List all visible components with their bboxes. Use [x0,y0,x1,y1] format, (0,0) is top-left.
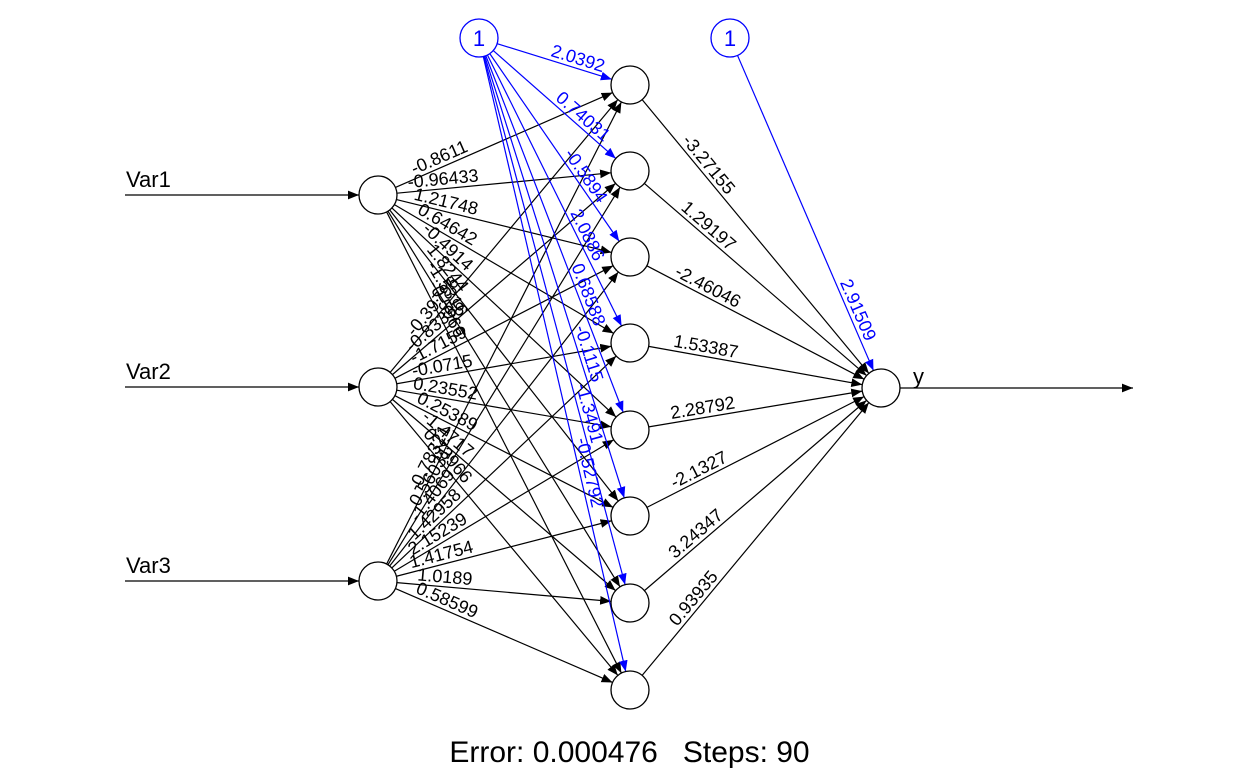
weight-bias-hidden6: -0.1115 [571,323,608,385]
weight-input3-hidden7: 1.0189 [417,564,474,589]
edge-bias-hidden4 [486,54,623,327]
edge-input1-hidden7 [387,210,621,588]
edge-hidden8-output [641,402,870,676]
hidden-node-5 [610,410,650,450]
weight-bias-hidden1: 2.0392 [549,41,608,76]
bias-node-output [710,18,750,58]
weight-hidden3-output: -2.46046 [672,261,744,312]
edge-input2-hidden7 [392,398,616,592]
edge-input2-hidden2 [392,182,616,376]
bias-node-output-label: 1 [724,26,736,51]
edge-input2-hidden3 [394,265,614,379]
edge-input1-hidden3 [396,198,612,255]
edge-bias-hidden3 [489,53,620,242]
edge-bias-hidden2 [492,50,617,159]
labels-layer: Var1Var2Var3-0.8611-0.964331.217480.6464… [126,26,924,630]
edge-bias-hidden5 [485,55,624,413]
input-label-1: Var1 [126,167,171,192]
edge-input1-hidden1 [395,92,613,188]
edge-input1-hidden8 [386,211,622,674]
weight-hidden1-output: -3.27155 [678,131,739,198]
edge-input2-hidden1 [389,99,619,373]
edge-input1-hidden6 [389,209,619,502]
output-label: y [913,364,924,389]
hidden-node-7 [610,583,650,623]
edge-input3-hidden8 [395,587,613,684]
edge-input1-hidden4 [394,204,614,334]
edge-input3-hidden6 [396,519,612,577]
edge-input1-hidden2 [396,169,612,194]
edge-hidden6-output [646,396,865,508]
input-label-2: Var2 [126,359,171,384]
edge-input3-hidden2 [387,186,621,566]
edge-input2-hidden8 [389,401,619,676]
edge-input3-hidden1 [386,101,622,565]
edge-hidden5-output [648,388,863,428]
edge-hidden2-output [643,182,868,377]
weight-bias-hidden3: -0.5894 [560,145,611,207]
steps-label: Steps: 90 [682,736,810,769]
output-node [861,368,901,408]
edge-input1-hidden5 [391,207,617,418]
nodes-layer [358,18,901,710]
weight-hidden8-output: 0.93935 [665,567,722,630]
edge-input3-hidden4 [391,355,617,569]
edge-hidden7-output [644,399,867,592]
edge-input3-hidden7 [396,582,612,605]
hidden-node-8 [610,670,650,710]
edge-input2-hidden4 [396,343,612,385]
training-summary: Error: 0.000476 Steps: 90 [0,736,1259,776]
edges-layer [125,43,1133,684]
hidden-node-6 [610,496,650,536]
edge-input2-hidden6 [394,395,614,508]
hidden-node-2 [610,151,650,191]
weight-bias-output: 2.91509 [836,276,880,344]
edge-hidden3-output [646,265,865,380]
hidden-node-1 [610,65,650,105]
bias-node-hidden-label: 1 [473,26,485,51]
bias-node-hidden [459,18,499,58]
edge-bias-hidden7 [483,56,627,585]
hidden-node-4 [610,323,650,363]
input-node-2 [358,367,398,407]
edge-bias-hidden1 [496,43,613,81]
input-node-1 [358,175,398,215]
edge-hidden4-output [648,345,863,388]
hidden-node-3 [610,237,650,277]
edge-bias-hidden6 [484,55,626,499]
weight-bias-hidden4: 2.0886 [566,206,608,264]
edge-bias-output [736,55,875,371]
error-label: Error: 0.000476 [449,736,658,769]
input-label-3: Var3 [126,553,171,578]
input-node-3 [358,561,398,601]
weight-hidden7-output: 3.24347 [664,505,726,563]
edge-input2-hidden5 [396,389,612,430]
weight-hidden4-output: 1.53387 [672,331,740,362]
edge-hidden1-output [641,99,870,374]
edge-bias-hidden8 [482,56,628,672]
edge-input3-hidden3 [389,271,619,567]
